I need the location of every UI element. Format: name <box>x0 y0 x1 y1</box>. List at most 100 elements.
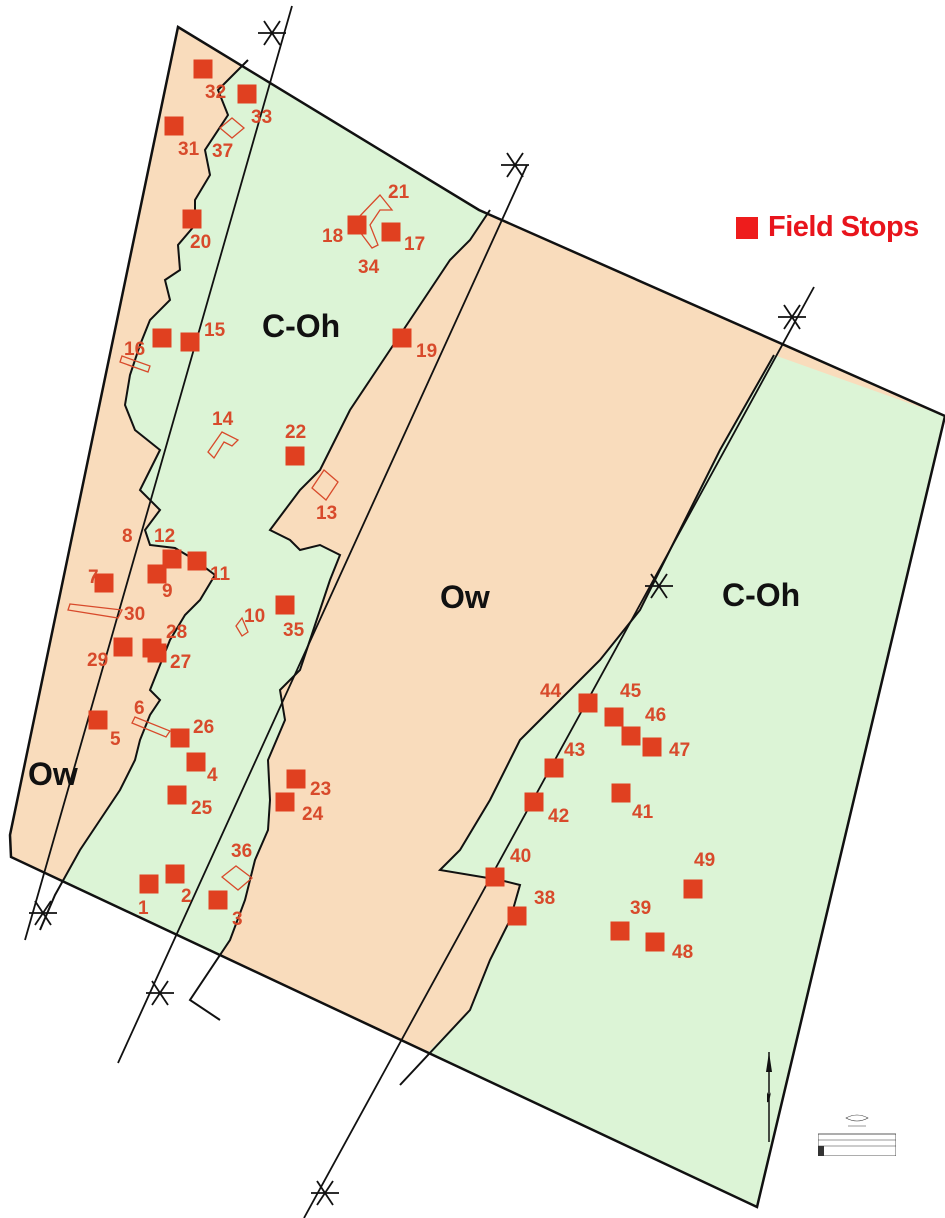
north-arrow-icon <box>766 1052 772 1142</box>
field-stop-label-20: 20 <box>190 232 211 253</box>
field-stop-label-17: 17 <box>404 234 425 255</box>
parcel-21-34 <box>357 194 394 249</box>
field-stop-label-43: 43 <box>564 740 585 761</box>
survey-marker <box>146 980 174 1006</box>
zone-fill-coh-east <box>400 355 945 1207</box>
field-stop-label-36: 36 <box>231 841 252 862</box>
field-stop-marker-12[interactable] <box>162 549 182 569</box>
field-stop-label-14: 14 <box>212 409 234 430</box>
parcel-6 <box>131 716 171 738</box>
field-stop-label-12: 12 <box>154 526 175 547</box>
field-stop-marker-48[interactable] <box>645 932 665 952</box>
field-stop-label-9: 9 <box>162 581 173 602</box>
field-stop-label-5: 5 <box>110 729 121 750</box>
contact-line-west <box>39 59 249 931</box>
field-stop-label-39: 39 <box>630 898 651 919</box>
contact-line-middle <box>188 209 491 1021</box>
parcel-13 <box>311 469 339 501</box>
field-stop-marker-35[interactable] <box>275 595 295 615</box>
survey-marker <box>311 1180 339 1206</box>
contact-lines <box>39 59 775 1086</box>
zone-label-ow-middle: Ow <box>440 579 490 615</box>
field-stop-marker-23[interactable] <box>286 769 306 789</box>
survey-marker <box>645 573 673 599</box>
field-stop-marker-2[interactable] <box>165 864 185 884</box>
parcel-36 <box>220 865 254 891</box>
field-stop-marker-41[interactable] <box>611 783 631 803</box>
parcel-14 <box>207 431 240 460</box>
field-stop-marker-26[interactable] <box>170 728 190 748</box>
field-stop-label-18: 18 <box>322 226 343 247</box>
parcel-37 <box>218 117 246 139</box>
survey-marker <box>29 900 57 926</box>
field-stop-marker-45[interactable] <box>604 707 624 727</box>
field-stop-label-41: 41 <box>632 802 654 823</box>
title-block-icon <box>818 1114 896 1156</box>
field-stop-marker-4[interactable] <box>186 752 206 772</box>
field-stop-marker-1[interactable] <box>139 874 159 894</box>
field-stop-marker-22[interactable] <box>285 446 305 466</box>
field-stop-marker-18[interactable] <box>347 215 367 235</box>
field-stop-label-24: 24 <box>302 804 324 825</box>
field-stop-marker-7[interactable] <box>94 573 114 593</box>
section-line-2 <box>117 164 528 1064</box>
field-stop-marker-31[interactable] <box>164 116 184 136</box>
field-stop-label-22: 22 <box>285 422 306 443</box>
legend-swatch <box>736 216 758 239</box>
field-stop-marker-25[interactable] <box>167 785 187 805</box>
field-stop-label-23: 23 <box>310 779 331 800</box>
field-stop-marker-3[interactable] <box>208 890 228 910</box>
field-stop-label-10: 10 <box>244 606 265 627</box>
field-stop-label-37: 37 <box>212 141 233 162</box>
survey-marker <box>258 20 286 46</box>
field-stops: 1234567891011121314151617181920212223242… <box>87 59 715 963</box>
field-stop-marker-29[interactable] <box>113 637 133 657</box>
field-stop-marker-43[interactable] <box>544 758 564 778</box>
contact-line-east <box>399 354 775 1086</box>
field-stop-marker-9[interactable] <box>147 564 167 584</box>
field-stop-label-1: 1 <box>138 898 149 919</box>
field-stop-marker-38[interactable] <box>507 906 527 926</box>
field-stop-marker-40[interactable] <box>485 867 505 887</box>
field-stop-marker-49[interactable] <box>683 879 703 899</box>
zone-labels: C-Oh C-Oh Ow Ow <box>28 308 800 792</box>
field-stop-label-32: 32 <box>205 82 226 103</box>
field-stop-label-25: 25 <box>191 798 213 819</box>
field-stop-marker-42[interactable] <box>524 792 544 812</box>
field-stop-label-11: 11 <box>210 564 231 585</box>
field-stop-label-40: 40 <box>510 846 531 867</box>
survey-marker <box>501 152 529 178</box>
field-stop-label-7: 7 <box>88 567 99 588</box>
field-stop-label-30: 30 <box>124 604 145 625</box>
field-stop-marker-39[interactable] <box>610 921 630 941</box>
parcel-10 <box>235 616 249 637</box>
field-stop-marker-33[interactable] <box>237 84 257 104</box>
field-stop-label-19: 19 <box>416 341 437 362</box>
field-stop-marker-28[interactable] <box>142 638 162 658</box>
field-stop-marker-32[interactable] <box>193 59 213 79</box>
field-stop-label-8: 8 <box>122 526 133 547</box>
field-stop-marker-15[interactable] <box>180 332 200 352</box>
field-stop-label-2: 2 <box>181 886 192 907</box>
zone-label-coh-east: C-Oh <box>722 577 800 613</box>
field-stop-marker-17[interactable] <box>381 222 401 242</box>
field-stop-label-29: 29 <box>87 650 108 671</box>
zone-label-coh-west: C-Oh <box>262 308 340 344</box>
field-stop-label-45: 45 <box>620 681 642 702</box>
parcel-8 <box>119 355 151 373</box>
field-stop-marker-44[interactable] <box>578 693 598 713</box>
field-stop-marker-19[interactable] <box>392 328 412 348</box>
field-stop-label-13: 13 <box>316 503 337 524</box>
field-stop-marker-47[interactable] <box>642 737 662 757</box>
field-stop-marker-20[interactable] <box>182 209 202 229</box>
field-stop-marker-16[interactable] <box>152 328 172 348</box>
field-stop-marker-11[interactable] <box>187 551 207 571</box>
section-line-3 <box>303 286 815 1218</box>
field-stop-marker-46[interactable] <box>621 726 641 746</box>
survey-marker <box>778 304 806 330</box>
field-stop-label-33: 33 <box>251 107 272 128</box>
field-stop-marker-5[interactable] <box>88 710 108 730</box>
field-stop-marker-24[interactable] <box>275 792 295 812</box>
field-stop-label-27: 27 <box>170 652 191 673</box>
